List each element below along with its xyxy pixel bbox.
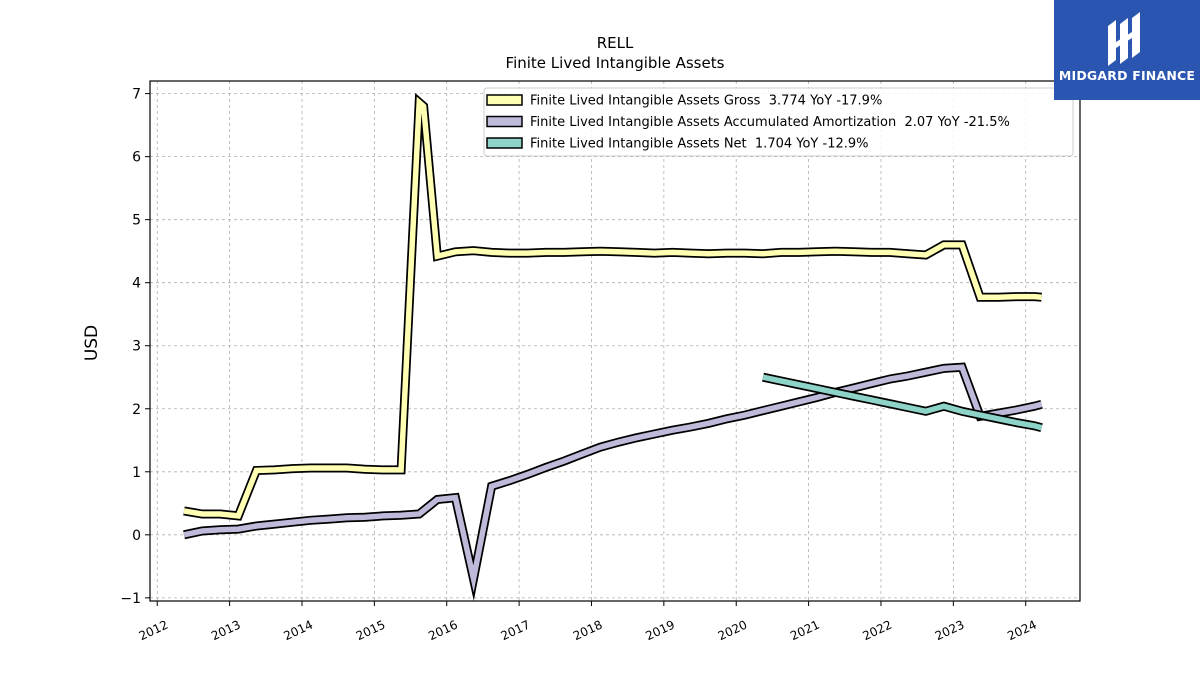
- x-tick-label: 2018: [571, 618, 605, 644]
- logo-mark-icon: [1108, 12, 1140, 66]
- series-2: [183, 362, 1043, 601]
- y-tick-label: 0: [132, 528, 141, 544]
- x-tick-label: 2024: [1005, 618, 1039, 644]
- legend-swatch: [486, 115, 523, 128]
- series-1: [183, 92, 1042, 521]
- x-tick-label: 2021: [788, 618, 822, 644]
- legend: Finite Lived Intangible Assets Gross 3.7…: [483, 87, 1074, 157]
- legend-box: [483, 87, 1074, 157]
- legend-label: Finite Lived Intangible Assets Accumulat…: [530, 115, 1010, 130]
- series-layer: [183, 92, 1043, 601]
- y-tick-label: 6: [132, 150, 141, 166]
- x-tick-label: 2016: [426, 618, 460, 644]
- y-axis-label: USD: [82, 325, 102, 361]
- legend-swatch: [486, 137, 523, 149]
- legend-item: Finite Lived Intangible Assets Net 1.704…: [486, 137, 869, 152]
- x-tick-label: 2012: [137, 618, 171, 644]
- y-tick-label: 1: [132, 465, 141, 481]
- series-line: [183, 364, 1043, 593]
- series-line-outline: [183, 92, 1042, 521]
- legend-swatch: [486, 94, 523, 106]
- logo-text: MIDGARD FINANCE: [1058, 68, 1196, 83]
- brand-logo: MIDGARD FINANCE: [1054, 0, 1200, 100]
- x-tick-label: 2015: [354, 618, 388, 644]
- plot-frame: [149, 80, 1081, 602]
- y-tick-label: 3: [132, 339, 141, 355]
- y-tick-label: −1: [120, 591, 141, 607]
- x-tick-label: 2022: [860, 618, 894, 644]
- legend-item: Finite Lived Intangible Assets Gross 3.7…: [486, 94, 882, 109]
- y-tick-label: 4: [132, 276, 141, 292]
- x-tick-label: 2019: [643, 618, 677, 644]
- x-tick-label: 2013: [209, 618, 243, 644]
- x-tick-label: 2014: [281, 618, 315, 644]
- x-tick-label: 2023: [933, 618, 967, 644]
- x-tick-label: 2017: [499, 618, 533, 644]
- x-tick-label: 2020: [716, 618, 750, 644]
- series-line: [762, 374, 1043, 431]
- y-tick-label: 5: [132, 213, 141, 229]
- legend-label: Finite Lived Intangible Assets Net 1.704…: [530, 137, 869, 152]
- chart-subtitle: Finite Lived Intangible Assets: [506, 54, 725, 72]
- chart-title: RELL: [597, 34, 634, 52]
- legend-item: Finite Lived Intangible Assets Accumulat…: [486, 115, 1010, 130]
- y-tick-label: 2: [132, 402, 141, 418]
- series-line-outline: [183, 362, 1043, 601]
- legend-label: Finite Lived Intangible Assets Gross 3.7…: [530, 94, 882, 109]
- series-line: [183, 96, 1042, 519]
- axis-ticks: −1 0 1 2 3 4 5 6 7 2012 2013 2014 2015 2016 2017 2018 20…: [120, 87, 1038, 644]
- series-3: [762, 372, 1043, 433]
- y-tick-label: 7: [132, 87, 141, 103]
